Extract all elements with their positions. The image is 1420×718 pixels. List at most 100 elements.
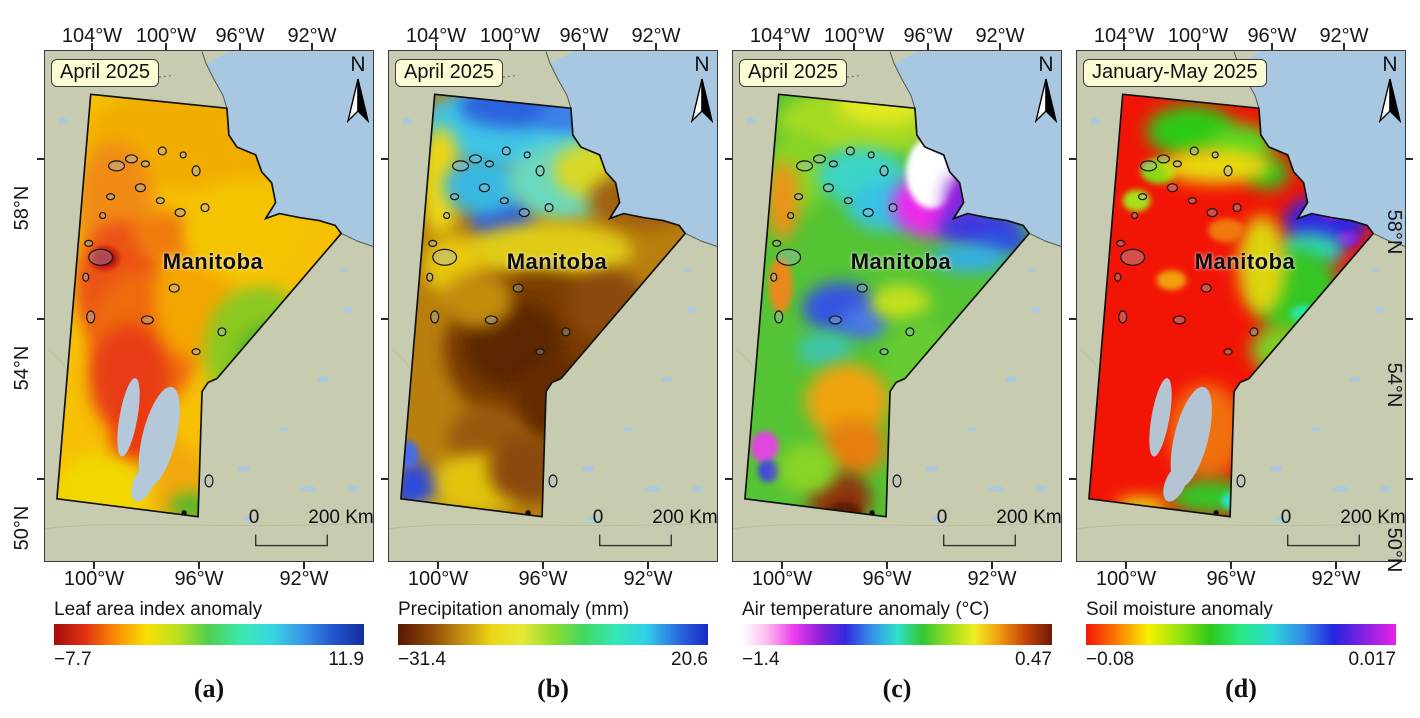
top-axis-tick (311, 43, 313, 50)
small-lake-outline (828, 315, 842, 325)
great-lake (138, 386, 180, 488)
north-label: N (350, 53, 366, 76)
basemap-lake-speckle (1332, 485, 1349, 492)
basemap-lake-speckle (347, 485, 360, 492)
coastline (1372, 232, 1405, 247)
colorbar-max-value: 11.9 (328, 649, 364, 670)
basemap-lake-speckle (1375, 306, 1386, 313)
scalebar-bracket (1287, 534, 1360, 547)
region-label: Manitoba (1194, 249, 1296, 274)
basemap-lake-speckle (57, 118, 68, 125)
small-lake-outline (450, 193, 460, 201)
top-axis-tick (779, 43, 781, 50)
colorbar-min-value: −31.4 (398, 649, 447, 670)
small-lake-outline (1211, 151, 1219, 159)
panel-letter: (c) (882, 674, 912, 703)
small-lake-outline (157, 146, 167, 156)
region-label: Manitoba (162, 249, 264, 274)
map-frame: April 2025 N Manitoba 0 200 Km (732, 50, 1062, 562)
small-lake-outline (501, 146, 511, 156)
small-lake-outline (106, 193, 116, 201)
top-axis-tick (927, 43, 929, 50)
hudson-bay (550, 51, 717, 247)
small-lake-outline (1236, 474, 1246, 488)
small-lake-outline (1131, 211, 1139, 220)
basemap-lake-speckle (339, 268, 348, 273)
map-svg (1077, 51, 1405, 561)
small-lake-outline (99, 211, 107, 220)
small-lake-outline (217, 327, 227, 337)
basemap-lake-speckle (1268, 466, 1283, 472)
north-arrow-icon (1378, 78, 1402, 129)
anomaly-blob (1208, 218, 1244, 243)
basemap-lake-speckle (924, 466, 939, 472)
small-lake-outline (867, 151, 875, 159)
top-axis-tick (1123, 43, 1125, 50)
top-axis-tick (435, 43, 437, 50)
basemap-lake-speckle (966, 426, 977, 432)
hudson-bay (894, 51, 1061, 247)
small-lake-outline (428, 239, 438, 247)
small-lake-outline (548, 474, 558, 488)
anomaly-blob (750, 431, 779, 464)
lat-tick (37, 318, 44, 320)
top-axis-label: 104°W (61, 25, 123, 47)
scalebar-zero-label: 0 (1280, 507, 1292, 528)
small-lake-outline (140, 315, 154, 325)
bottom-axis-tick (198, 562, 200, 569)
small-lake-outline (1140, 160, 1158, 172)
north-arrow-icon (690, 78, 714, 129)
small-lake-outline (134, 183, 146, 193)
small-lake-outline (191, 165, 201, 177)
small-lake-outline (561, 327, 571, 337)
small-lake-outline (535, 165, 545, 177)
colorbar-min-value: −0.08 (1086, 649, 1135, 670)
small-lake-outline (879, 348, 889, 356)
lat-tick (725, 318, 732, 320)
small-lake-outline (843, 197, 853, 205)
anomaly-blob (805, 363, 890, 440)
top-axis-label: 96°W (903, 25, 953, 47)
small-lake-outline (1116, 239, 1126, 247)
map-panel-d: January-May 2025 N Manitoba 0 200 Km Soi… (1069, 0, 1413, 718)
top-axis-tick (1197, 43, 1199, 50)
basemap-lake-speckle (988, 485, 1005, 492)
great-lake (1149, 378, 1172, 457)
date-badge: January-May 2025 (1083, 59, 1267, 87)
small-lake-outline (1223, 348, 1233, 356)
small-lake-outline (812, 154, 827, 164)
small-lake-outline (179, 151, 187, 159)
bottom-axis-tick (886, 562, 888, 569)
hudson-bay (1238, 51, 1405, 247)
small-lake-outline (443, 211, 451, 220)
anomaly-blob (840, 306, 889, 338)
small-lake-outline (155, 197, 165, 205)
small-lake-outline (82, 272, 90, 282)
scalebar-zero-label: 0 (248, 507, 260, 528)
small-lake-outline (1172, 160, 1182, 168)
top-axis-tick (655, 43, 657, 50)
colorbar-min-value: −7.7 (54, 649, 92, 670)
basemap-lake-speckle (1379, 485, 1392, 492)
anomaly-blob (757, 460, 780, 482)
small-lake-outline (862, 207, 874, 218)
left-axis-label: 50°N (11, 505, 33, 551)
basemap-lake-speckle (278, 426, 289, 432)
top-axis-label: 100°W (479, 25, 541, 47)
basemap-lake-speckle (401, 118, 412, 125)
small-lake-outline (774, 310, 784, 324)
bottom-axis-label: 92°W (967, 568, 1017, 590)
small-lake-outline (86, 310, 96, 324)
panel-letter: (a) (193, 674, 225, 703)
basemap-lake-speckle (343, 306, 354, 313)
small-lake-outline (1206, 207, 1218, 218)
small-lake-outline (1249, 327, 1259, 337)
anomaly-blob (400, 440, 419, 469)
small-lake-outline (499, 197, 509, 205)
date-badge: April 2025 (51, 59, 160, 87)
lat-tick (1406, 478, 1413, 480)
north-arrow-icon (1034, 78, 1058, 129)
top-axis-tick (853, 43, 855, 50)
great-lake (1163, 464, 1188, 502)
small-lake-outline (1118, 310, 1128, 324)
